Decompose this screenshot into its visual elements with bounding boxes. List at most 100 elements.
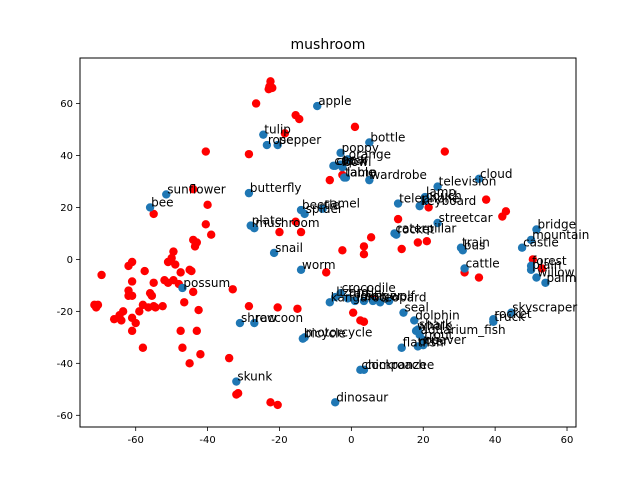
data-point-unlabeled	[131, 318, 140, 328]
data-point-unlabeled	[196, 350, 205, 359]
data-point-lizard	[330, 292, 340, 302]
data-point-unlabeled	[293, 304, 302, 313]
data-point-leopard	[375, 298, 385, 307]
point-label: butterfly	[250, 181, 302, 195]
point-label: forest	[532, 254, 567, 268]
data-point-unlabeled	[206, 230, 216, 239]
data-point-tulip	[259, 130, 268, 139]
x-tick-label: -60	[128, 435, 144, 446]
data-point-unlabeled	[178, 343, 187, 352]
y-tick-label: 60	[60, 99, 73, 110]
point-label: wardrobe	[370, 168, 427, 182]
data-point-unlabeled	[171, 260, 180, 269]
data-point-raccoon	[250, 318, 259, 328]
data-point-unlabeled	[190, 242, 200, 251]
data-point-unlabeled	[187, 266, 196, 276]
axis-ticks: -60 -40 -20 0 20 40 60 -60 -40 -20 0 20 40 60	[57, 99, 574, 446]
plot-area	[79, 57, 577, 428]
data-point-possum	[178, 283, 187, 293]
data-point-bowl	[338, 162, 347, 172]
data-point-keyboard	[415, 201, 424, 211]
point-label: cloud	[480, 167, 513, 181]
data-point-willow	[532, 273, 541, 282]
point-label: dinosaur	[336, 390, 388, 404]
data-point-unlabeled	[127, 277, 137, 286]
x-tick-label: -20	[271, 435, 287, 446]
data-point-unlabeled	[350, 122, 360, 132]
point-label: spider	[306, 202, 343, 216]
data-point-unlabeled	[268, 83, 277, 93]
data-point-motorcycle	[300, 333, 309, 342]
point-label: castle	[523, 236, 559, 250]
x-tick-label: -40	[199, 435, 215, 446]
data-point-unlabeled	[149, 209, 158, 219]
point-label: bicycle	[304, 327, 346, 341]
chart-title: mushroom	[291, 37, 366, 53]
y-tick-label: -60	[57, 411, 73, 422]
data-point-unlabeled	[280, 129, 290, 138]
data-point-unlabeled	[176, 268, 185, 277]
point-label: orange	[349, 147, 391, 161]
point-label: shrew	[241, 311, 277, 325]
point-label: lamp	[426, 185, 456, 199]
data-point-bridge	[532, 225, 541, 234]
data-point-unlabeled	[537, 264, 547, 273]
point-label: caterpillar	[395, 221, 456, 235]
data-point-unlabeled	[422, 237, 432, 246]
point-label: kangaroo	[331, 290, 387, 304]
data-point-spider	[300, 209, 309, 219]
data-point-train	[456, 243, 466, 252]
data-point-unlabeled	[397, 244, 406, 254]
point-label: bowl	[343, 155, 371, 169]
point-label: skunk	[237, 370, 272, 384]
point-label: wolf	[390, 289, 415, 303]
point-label: flatfish	[403, 336, 444, 350]
data-point-unlabeled	[124, 261, 133, 271]
point-label: cattle	[466, 256, 500, 270]
x-tick-label: 0	[348, 435, 354, 446]
data-point-wardrobe	[365, 175, 374, 185]
data-point-unlabeled	[135, 307, 144, 316]
data-point-cloud	[474, 174, 484, 184]
point-label: lion	[365, 289, 387, 303]
point-label: rocket	[494, 307, 532, 321]
point-label: palm	[546, 271, 576, 285]
data-point-castle	[517, 243, 527, 252]
point-label: camel	[324, 197, 360, 211]
data-point-unlabeled	[127, 291, 137, 300]
data-point-unlabeled	[180, 298, 189, 307]
x-tick-label: 60	[561, 435, 574, 446]
data-point-unlabeled	[189, 287, 198, 297]
data-point-unlabeled	[348, 308, 358, 317]
data-point-fox	[350, 296, 360, 306]
data-point-unlabeled	[273, 303, 282, 312]
data-point-unlabeled	[273, 400, 282, 410]
data-point-dolphin	[410, 316, 419, 325]
data-point-unlabeled	[322, 268, 331, 277]
point-label: couch	[426, 189, 462, 203]
point-label: telephone	[399, 192, 459, 206]
point-label: rocket	[397, 223, 435, 237]
data-point-unlabeled	[393, 214, 403, 224]
point-label: worm	[302, 258, 336, 272]
point-label: pepper	[279, 133, 322, 147]
data-point-camel	[318, 204, 327, 213]
data-point-cattle	[460, 264, 469, 273]
data-point-unlabeled	[296, 227, 306, 237]
data-point-unlabeled	[295, 114, 304, 124]
data-point-unlabeled	[163, 257, 173, 267]
point-label: rose	[268, 133, 294, 147]
data-point-unlabeled	[440, 147, 450, 156]
y-tick-label: -40	[57, 359, 73, 370]
data-point-unlabeled	[176, 326, 185, 336]
data-point-unlabeled	[160, 275, 169, 285]
point-label: motorcycle	[306, 325, 373, 339]
data-point-unlabeled	[528, 255, 538, 264]
data-point-telephone	[393, 199, 403, 208]
point-label: cup	[334, 154, 356, 168]
data-point-unlabeled	[149, 278, 158, 287]
data-point-dinosaur	[330, 398, 340, 407]
data-point-unlabeled	[325, 175, 334, 185]
data-point-bottle	[365, 138, 374, 147]
point-label: tiger	[374, 289, 402, 303]
